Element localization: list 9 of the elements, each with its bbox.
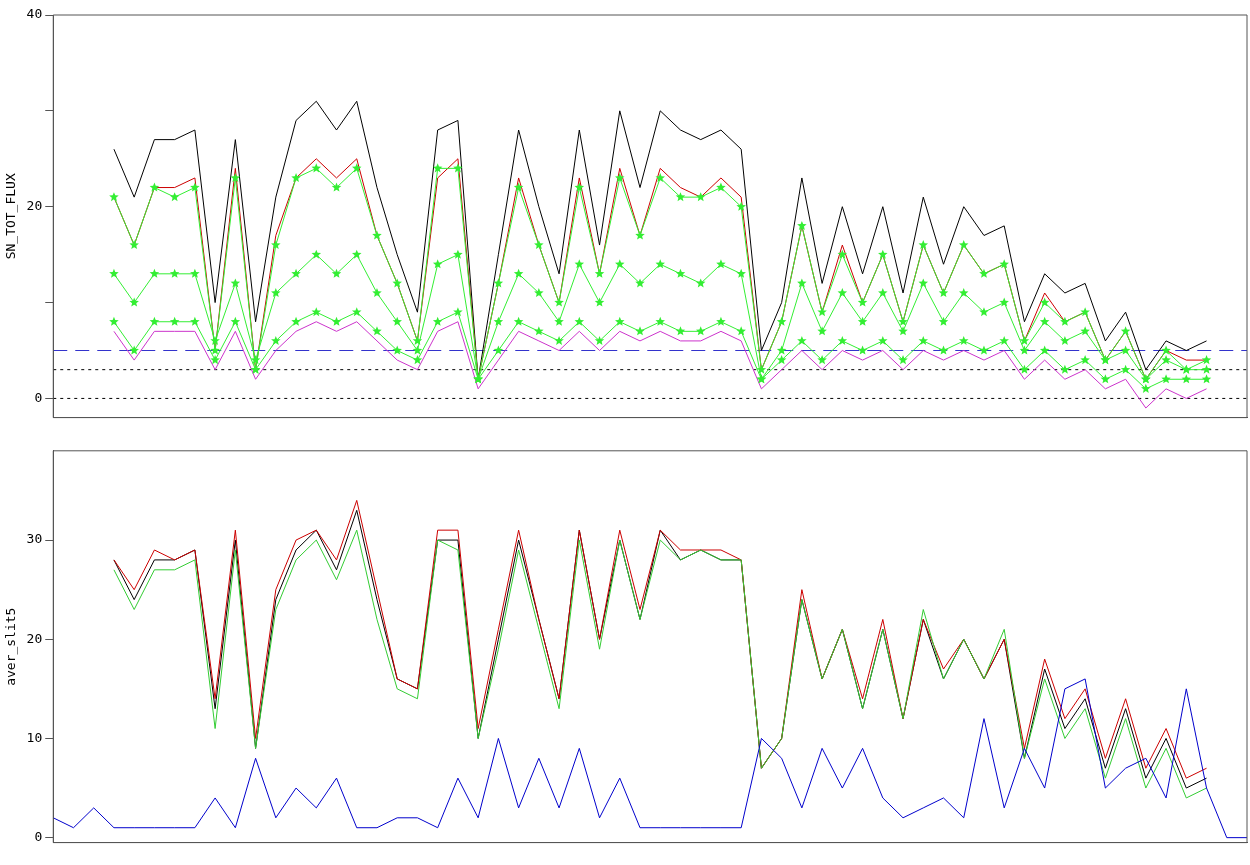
y-tick-label: 0 [34,389,43,405]
y-tick-label: 0 [34,829,43,845]
y-axis-title: aver_slit5 [3,607,19,686]
y-tick-label: 20 [26,630,43,646]
y-tick-label: 30 [26,531,43,547]
y-tick-label: 40 [26,6,43,22]
y-axis-title: SN_TOT_FLUX [3,173,19,260]
y-tick-label: 20 [26,198,43,214]
y-tick-label: 10 [26,729,43,745]
